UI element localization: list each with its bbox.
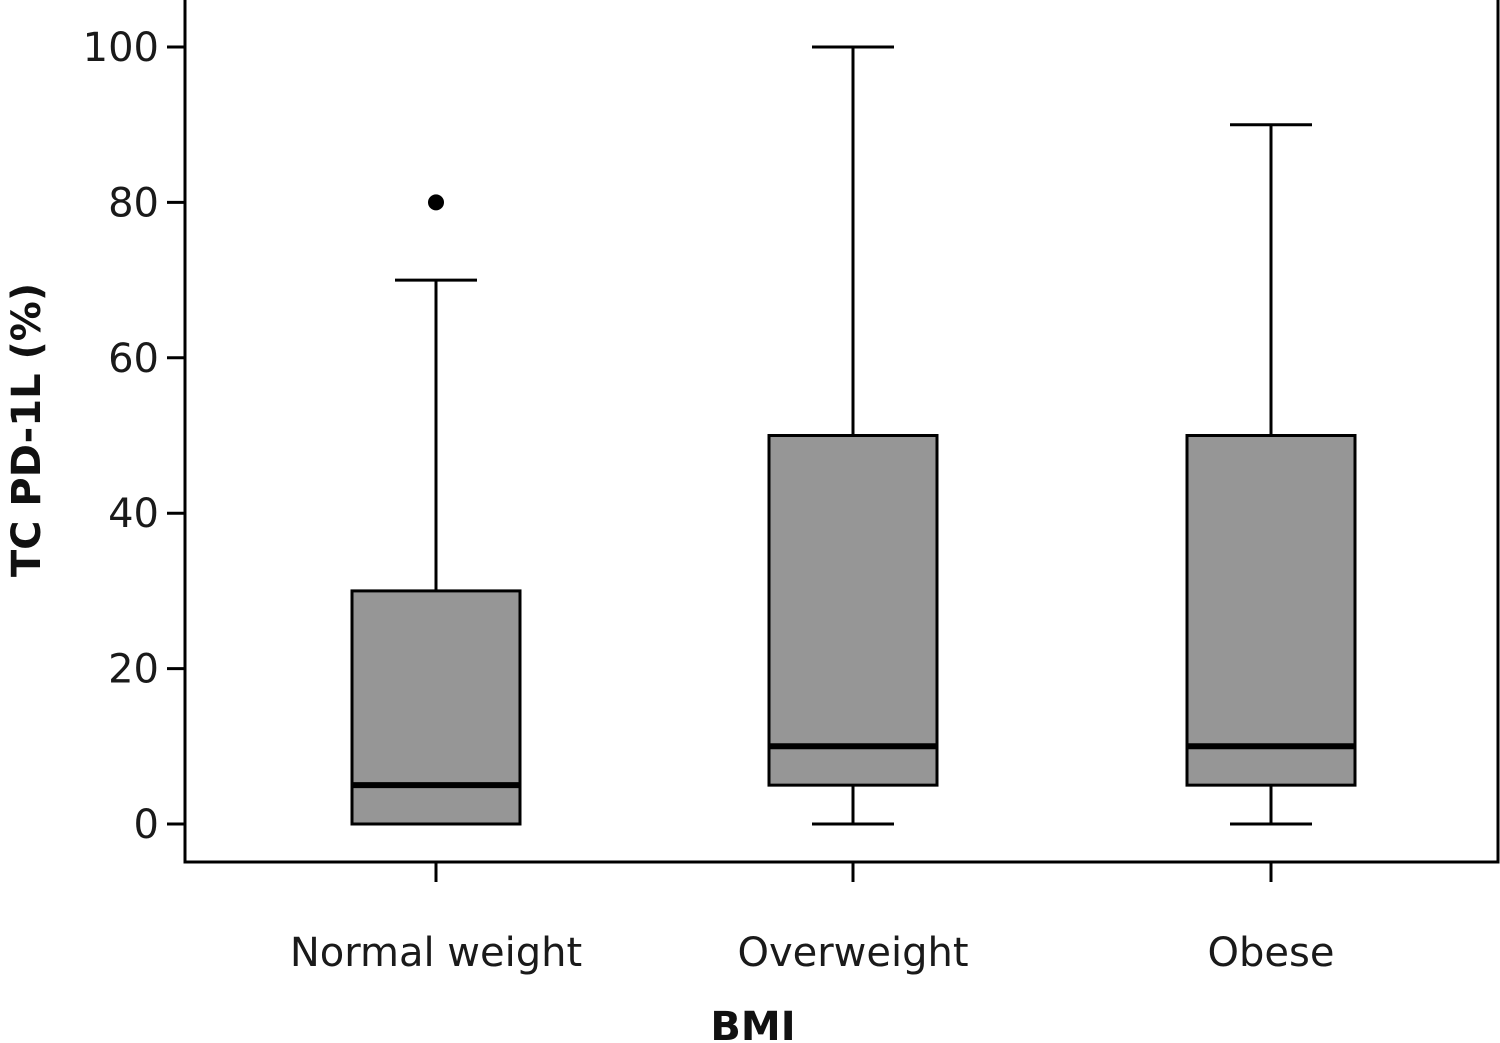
x-axis-title: BMI — [710, 1004, 795, 1043]
iqr-box — [350, 589, 522, 826]
x-tick-label: Overweight — [737, 930, 968, 976]
plot-frame — [183, 0, 1500, 864]
x-axis: Normal weight Overweight Obese — [290, 862, 1335, 976]
y-tick-label: 20 — [108, 647, 159, 693]
y-axis-title: TC PD-1L (%) — [4, 283, 50, 577]
y-tick-label: 40 — [108, 491, 159, 537]
y-tick-label: 0 — [134, 802, 159, 848]
box-obese — [1185, 123, 1357, 826]
box-normal-weight — [350, 194, 522, 826]
outlier-point — [428, 194, 444, 211]
y-tick-label: 80 — [108, 180, 159, 226]
y-axis: 0 20 40 60 80 100 — [83, 25, 185, 848]
box-series — [350, 45, 1357, 826]
y-tick-label: 100 — [83, 25, 159, 71]
y-tick-label: 60 — [108, 336, 159, 382]
x-tick-label: Normal weight — [290, 930, 582, 976]
iqr-box — [1185, 434, 1357, 787]
iqr-box — [767, 434, 939, 787]
box-overweight — [767, 45, 939, 826]
x-tick-label: Obese — [1208, 930, 1335, 976]
